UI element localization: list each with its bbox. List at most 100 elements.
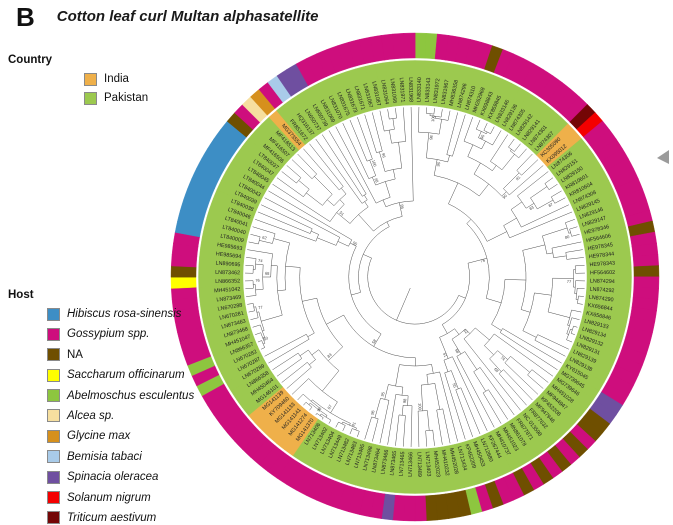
cursor-arrow-icon <box>657 150 669 164</box>
leaf-label: HE985694 <box>215 251 241 260</box>
legend-label: Alcea sp. <box>67 409 115 422</box>
bootstrap-value: 58 <box>454 348 461 355</box>
bootstrap-value: 95 <box>399 204 405 210</box>
leaf-label: LN831972 <box>433 78 442 103</box>
bootstrap-value: 87 <box>547 201 554 208</box>
legend-swatch-spinacia <box>47 470 60 484</box>
bootstrap-value: 55 <box>452 382 458 389</box>
leaf-label: HE978345 <box>587 242 613 252</box>
bootstrap-value: 90 <box>316 406 323 413</box>
legend-swatch-IN <box>84 72 97 86</box>
leaf-label: KX656844 <box>587 303 613 313</box>
leaf-label: LN873464 <box>371 448 382 474</box>
bootstrap-value: 100 <box>417 403 422 411</box>
leaf-label: MH836358 <box>449 79 460 106</box>
leaf-label: LT840009 <box>220 233 245 244</box>
bootstrap-value: 58 <box>371 338 378 345</box>
host-ring-segment <box>632 254 659 268</box>
bootstrap-value: 91 <box>515 174 522 181</box>
leaf-labels: LN833140 LN833143 LN831972 LN831967MH836358… <box>214 77 615 477</box>
host-ring-segment <box>633 265 660 278</box>
legend-item-triticum: Triticum aestivum <box>47 511 194 525</box>
bootstrap-value: 96 <box>381 153 387 159</box>
leaf-label: LN831087 <box>370 81 381 107</box>
tree-branches <box>245 107 585 447</box>
leaf-label: HE978343 <box>589 261 615 269</box>
bootstrap-value: 77 <box>258 304 264 310</box>
host-ring <box>170 32 660 522</box>
legend-item-IN: India <box>84 72 148 86</box>
leaf-label: LN890695 <box>215 261 240 269</box>
bootstrap-value: 100 <box>430 114 436 122</box>
leaf-label: MH410232 <box>440 449 450 476</box>
legend-label: Bemisia tabaci <box>67 450 142 463</box>
legend-item-spinacia: Spinacia oleracea <box>47 470 194 484</box>
legend-item-gossypium: Gossypium spp. <box>47 327 194 341</box>
host-ring-segment <box>424 494 438 521</box>
leaf-label: LN873469 <box>216 295 241 304</box>
country-ring <box>198 60 632 494</box>
bootstrap-value: 51 <box>339 210 346 217</box>
leaf-label: LN831066 <box>389 78 398 103</box>
legend-swatch-alcea <box>47 409 60 423</box>
legend-swatch-solanum <box>47 491 60 505</box>
bootstrap-value: 98 <box>373 177 380 184</box>
host-ring-segment <box>170 265 197 278</box>
legend-label: Saccharum officinarum <box>67 369 185 382</box>
host-ring-segment <box>170 276 197 289</box>
country-ring-segment <box>404 60 416 106</box>
leaf-label: LN873462 <box>215 270 240 277</box>
legend-label: Hibiscus rosa-sinensis <box>67 308 182 320</box>
legend-swatch-bemisia <box>47 450 60 464</box>
leaf-label: MH452028 <box>448 448 459 475</box>
figure-title: Cotton leaf curl Multan alphasatellite <box>56 8 319 25</box>
bootstrap-value: 83 <box>326 352 333 359</box>
host-ring-segment <box>403 32 416 59</box>
leaf-label: HE978344 <box>589 251 615 260</box>
leaf-label: LN831064 <box>379 79 389 105</box>
legend-country: Country India Pakistan <box>8 54 148 105</box>
legend-label: Triticum aestivum <box>67 511 157 524</box>
bootstrap-value: 68 <box>493 367 500 374</box>
leaf-label: LT840040 <box>222 224 247 236</box>
tree-branch-paths <box>245 107 585 447</box>
legend-label: Glycine max <box>67 430 131 443</box>
bootstrap-value: 95 <box>479 133 486 140</box>
leaf-label: LN873465 <box>389 451 398 476</box>
host-ring-segment <box>633 276 660 289</box>
legend-item-bemisia: Bemisia tabaci <box>47 450 194 464</box>
legend-swatch-na <box>47 348 60 362</box>
bootstrap-value: 80 <box>263 335 270 342</box>
leaf-label: MH452023 <box>432 451 441 478</box>
leaf-label: LN833143 <box>425 77 433 102</box>
leaf-label: MH451042 <box>214 287 241 295</box>
legend-swatch-hibiscus <box>47 307 60 321</box>
host-ring-segment <box>403 495 416 522</box>
panel-label: B <box>16 2 35 32</box>
bootstrap-value: 74 <box>258 258 264 264</box>
legend-swatch-triticum <box>47 511 60 525</box>
legend-label: Solanum nigrum <box>67 491 151 504</box>
legend-host: Host Hibiscus rosa-sinensis Gossypium spp… <box>8 289 194 525</box>
leaf-label: LN866352 <box>215 278 240 285</box>
bootstrap-value: 77 <box>567 279 572 284</box>
leaf-label: LN874294 <box>590 278 615 285</box>
leaf-label: HF564602 <box>590 270 615 277</box>
legend-swatch-PK <box>84 91 97 105</box>
bootstrap-value: 95 <box>380 391 386 397</box>
leaf-label: KX656846 <box>586 311 612 322</box>
legend-swatch-gossypium <box>47 327 60 341</box>
leaf-label: LN874292 <box>589 287 614 295</box>
legend-item-saccharum: Saccharum officinarum <box>47 368 194 382</box>
leaf-label: HE985693 <box>217 242 243 252</box>
leaf-label: LN831967 <box>441 79 451 105</box>
figure-header: B Cotton leaf curl Multan alphasatellite <box>16 4 318 30</box>
host-ring-segment <box>414 32 427 59</box>
legend-item-glycine: Glycine max <box>47 429 194 443</box>
bootstrap-value: 76 <box>255 278 260 283</box>
leaf-label: LN713465 <box>399 451 407 476</box>
bootstrap-value: 80 <box>564 234 570 240</box>
bootstrap-value: 83 <box>528 204 535 211</box>
legend-item-alcea: Alcea sp. <box>47 409 194 423</box>
